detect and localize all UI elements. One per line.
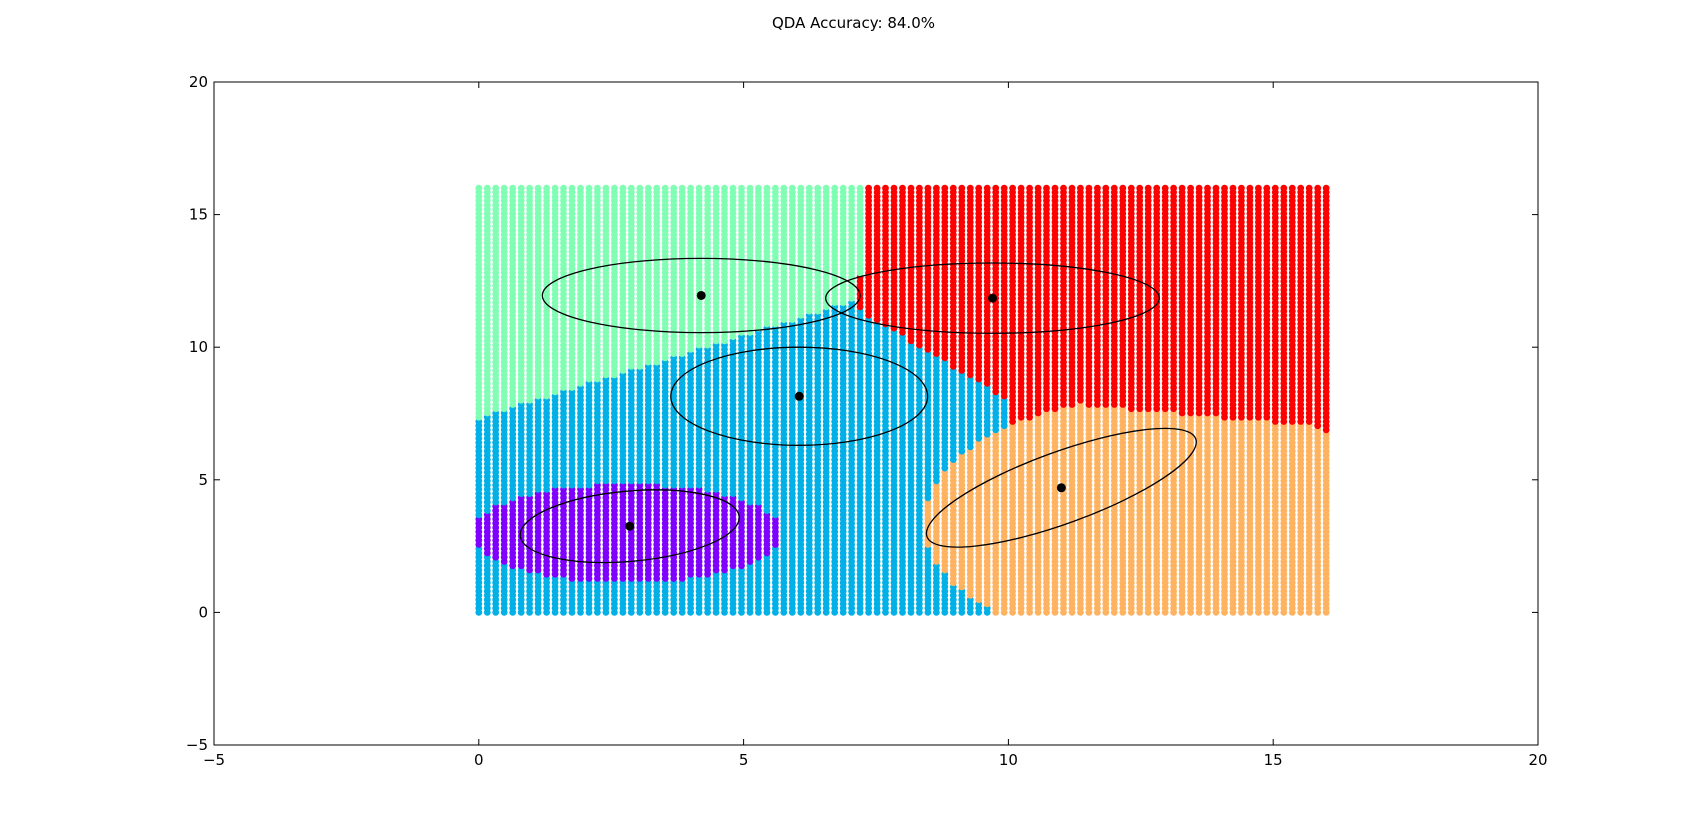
region-point-red: [873, 184, 881, 192]
region-point-green: [653, 184, 661, 192]
region-point-red: [882, 184, 889, 192]
region-point-green: [619, 184, 627, 192]
region-point-green: [788, 184, 796, 192]
region-point-green: [763, 184, 771, 192]
region-point-green: [670, 184, 678, 192]
region-point-green: [594, 184, 601, 192]
region-point-green: [568, 184, 576, 192]
chart-title: QDA Accuracy: 84.0%: [772, 14, 935, 32]
region-point-green: [627, 184, 635, 192]
region-point-green: [560, 184, 567, 192]
region-point-green: [780, 184, 788, 192]
region-point-red: [865, 184, 872, 192]
region-point-green: [738, 184, 745, 192]
region-point-green: [772, 184, 779, 192]
region-point-green: [721, 184, 728, 192]
region-point-green: [526, 184, 533, 192]
region-point-green: [797, 184, 805, 192]
region-point-green: [534, 184, 542, 192]
region-point-green: [695, 184, 703, 192]
region-point-green: [746, 184, 754, 192]
region-point-green: [729, 184, 737, 192]
region-point-green: [543, 184, 550, 192]
region-point-green: [712, 184, 720, 192]
region-point-green: [822, 184, 830, 192]
region-point-green: [636, 184, 644, 192]
region-point-green: [500, 184, 508, 192]
region-point-green: [839, 184, 847, 192]
region-point-green: [755, 184, 762, 192]
region-point-green: [848, 184, 855, 192]
region-point-green: [856, 184, 864, 192]
region-point-green: [644, 184, 652, 192]
region-point-green: [831, 184, 839, 192]
region-point-green: [585, 184, 593, 192]
decision-region-points: [475, 184, 1330, 616]
region-point-green: [602, 184, 610, 192]
region-point-green: [475, 184, 483, 192]
region-point-green: [678, 184, 686, 192]
region-point-green: [687, 184, 694, 192]
region-point-green: [509, 184, 517, 192]
region-point-green: [704, 184, 711, 192]
region-point-green: [611, 184, 618, 192]
region-point-green: [814, 184, 822, 192]
region-point-green: [577, 184, 584, 192]
region-point-green: [492, 184, 500, 192]
region-point-green: [551, 184, 559, 192]
region-point-green: [805, 184, 813, 192]
region-point-green: [483, 184, 491, 192]
region-point-green: [517, 184, 525, 192]
region-point-green: [661, 184, 669, 192]
